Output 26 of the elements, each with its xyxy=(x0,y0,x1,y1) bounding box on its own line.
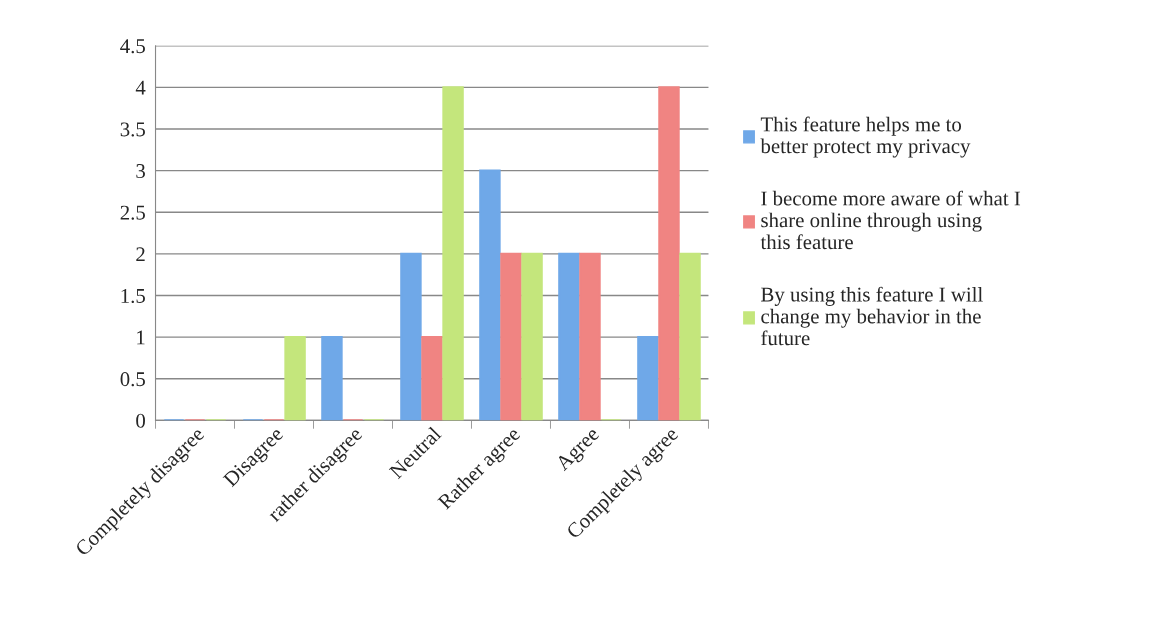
y-tick-label: 2 xyxy=(136,247,145,262)
legend-label: This feature helps me to better protect my privacy xyxy=(760,116,971,158)
bar xyxy=(521,252,543,421)
bar xyxy=(558,252,580,421)
bar xyxy=(284,336,306,421)
y-tick-label: 4.5 xyxy=(120,39,145,54)
y-tick-label: 1 xyxy=(137,330,145,345)
y-tick-label: 3 xyxy=(136,164,145,179)
bar xyxy=(421,336,443,421)
bar xyxy=(658,86,680,421)
bar xyxy=(679,252,701,421)
bar xyxy=(479,169,501,421)
legend-label: I become more aware of what I share online through using this feature xyxy=(760,190,1021,250)
bar xyxy=(321,336,343,421)
y-tick-label: 1.5 xyxy=(121,288,145,304)
y-tick-label: 4 xyxy=(135,80,146,95)
y-tick-label: 3.5 xyxy=(120,122,145,137)
bar xyxy=(442,86,464,421)
y-tick-label: 0.5 xyxy=(120,372,145,387)
bar xyxy=(579,252,601,421)
y-tick-label: 2.5 xyxy=(120,205,145,220)
bar xyxy=(500,252,522,421)
bar xyxy=(400,252,422,421)
legend-label: By using this feature I will change my behavior in the future xyxy=(761,286,983,346)
y-tick-label: 0 xyxy=(136,413,145,428)
bar xyxy=(637,336,659,421)
